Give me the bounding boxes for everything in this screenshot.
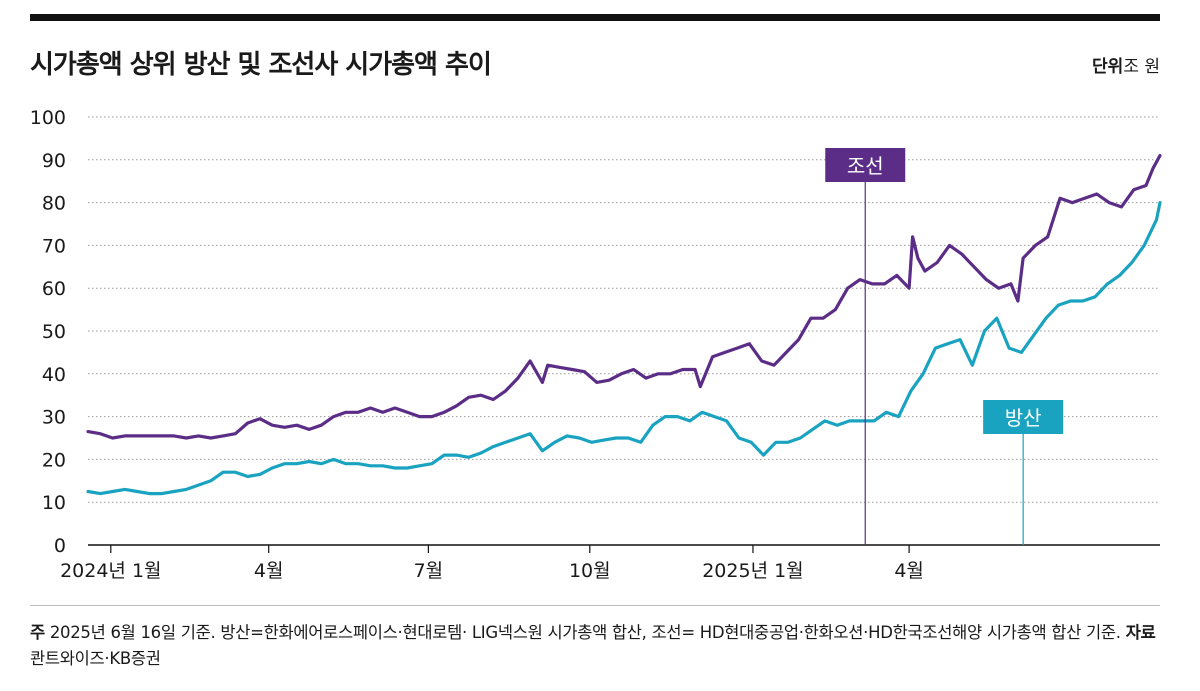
x-tick-label: 4월 <box>894 560 924 582</box>
note-text: 2025년 6월 16일 기준. 방산=한화에어로스페이스·현대로템· LIG넥… <box>49 623 1121 642</box>
bottom-rule <box>30 605 1160 606</box>
line-chart: 0 10 20 30 40 50 60 70 80 90 100 2024년 1월 4월 7월 10월 202… <box>30 107 1162 582</box>
y-tick-label: 100 <box>30 107 66 129</box>
x-tick-label: 2025년 1월 <box>702 560 803 582</box>
y-tick-label: 30 <box>42 407 66 429</box>
unit-label: 단위조 원 <box>1092 52 1160 77</box>
note-label: 주 <box>30 623 45 642</box>
y-tick-label: 90 <box>42 150 66 172</box>
x-tick-label: 2024년 1월 <box>60 560 161 582</box>
y-tick-label: 10 <box>42 492 66 514</box>
y-tick-label: 80 <box>42 193 66 215</box>
top-rule <box>30 14 1160 21</box>
series-label-shipbuilding: 조선 <box>847 154 884 178</box>
series-label-defense: 방산 <box>1005 406 1042 430</box>
series-line-defense <box>86 201 1162 496</box>
chart-title: 시가총액 상위 방산 및 조선사 시가총액 추이 <box>30 50 492 80</box>
series-label-box-defense <box>983 400 1064 434</box>
y-tick-label: 20 <box>42 449 66 471</box>
x-tick-label: 4월 <box>254 560 284 582</box>
source-label: 자료 <box>1125 623 1156 642</box>
y-tick-label: 0 <box>54 535 66 557</box>
y-tick-label: 40 <box>42 364 66 386</box>
source-text: 콴트와이즈·KB증권 <box>30 649 161 668</box>
unit-label-value: 조 원 <box>1123 57 1160 77</box>
x-tick-label: 7월 <box>414 560 444 582</box>
y-tick-label: 60 <box>42 278 66 300</box>
series-label-box-shipbuilding <box>825 148 906 182</box>
unit-label-bold: 단위 <box>1092 57 1124 77</box>
series-line-shipbuilding <box>86 153 1162 440</box>
y-tick-label: 70 <box>42 235 66 257</box>
footnote: 주 2025년 6월 16일 기준. 방산=한화에어로스페이스·현대로템· LI… <box>30 620 1170 672</box>
y-tick-label: 50 <box>42 321 66 343</box>
x-tick-label: 10월 <box>569 560 611 582</box>
